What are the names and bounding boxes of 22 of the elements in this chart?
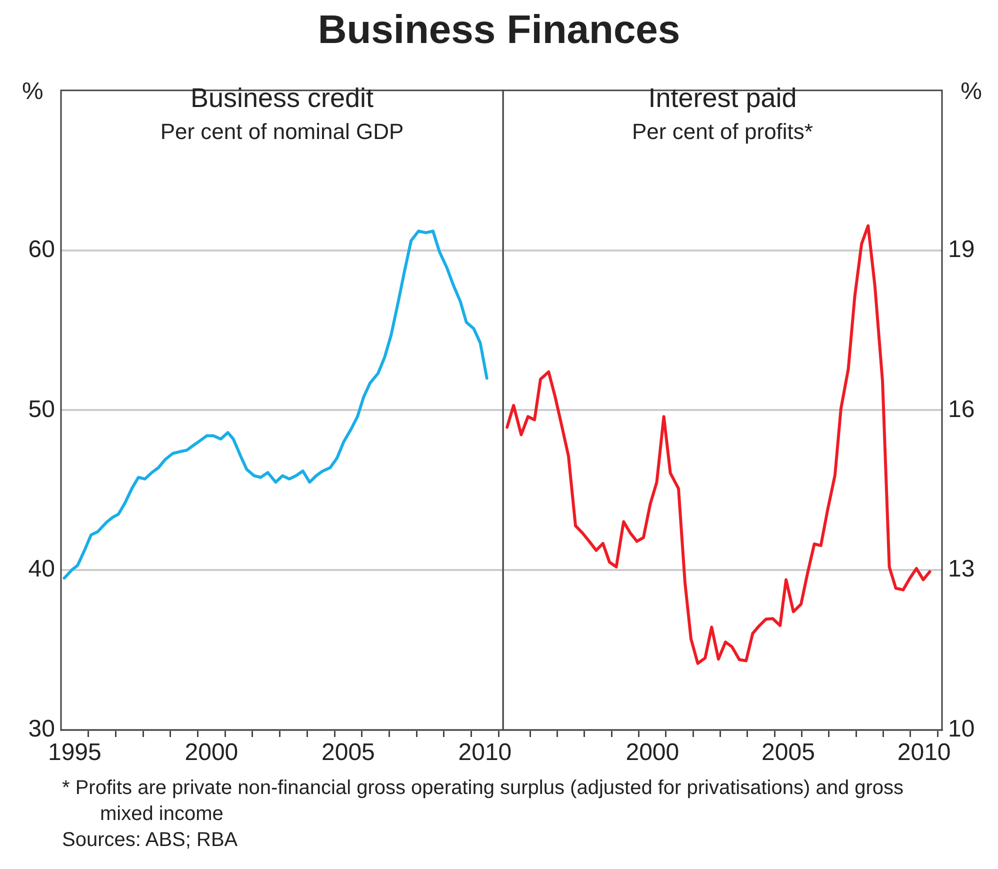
y-tick-label: 13 [948,556,975,583]
text: Per cent of profits* [631,118,814,146]
text: * Profits are private non-financial gross operating surplus (adjusted for privatisations) and gross mixed income [62,776,905,827]
source-note: Sources: ABS; RBA [62,828,239,853]
x-tick-label: 2005 [762,739,815,766]
text: Per cent of nominal GDP [159,118,405,146]
y-tick-label: 60 [28,236,55,263]
y-tick-label: 19 [948,236,975,263]
x-tick-label: 2010 [458,739,512,766]
y-tick-label: 50 [28,396,55,423]
y-tick-label: 40 [28,556,55,583]
y-tick-label: 10 [948,716,975,743]
x-tick-label: 2010 [897,739,951,766]
y-tick-label: 16 [948,396,975,423]
text: Business Finances [316,8,682,53]
x-tick-label: 2000 [626,739,680,766]
y-axis-title: % [22,78,44,106]
x-tick-label: 2005 [321,739,375,766]
chart-title: Interest paid [647,82,798,114]
y-axis-title: % [960,78,982,106]
x-tick-label: 2000 [184,739,238,766]
chart-title: Business credit [189,82,375,114]
